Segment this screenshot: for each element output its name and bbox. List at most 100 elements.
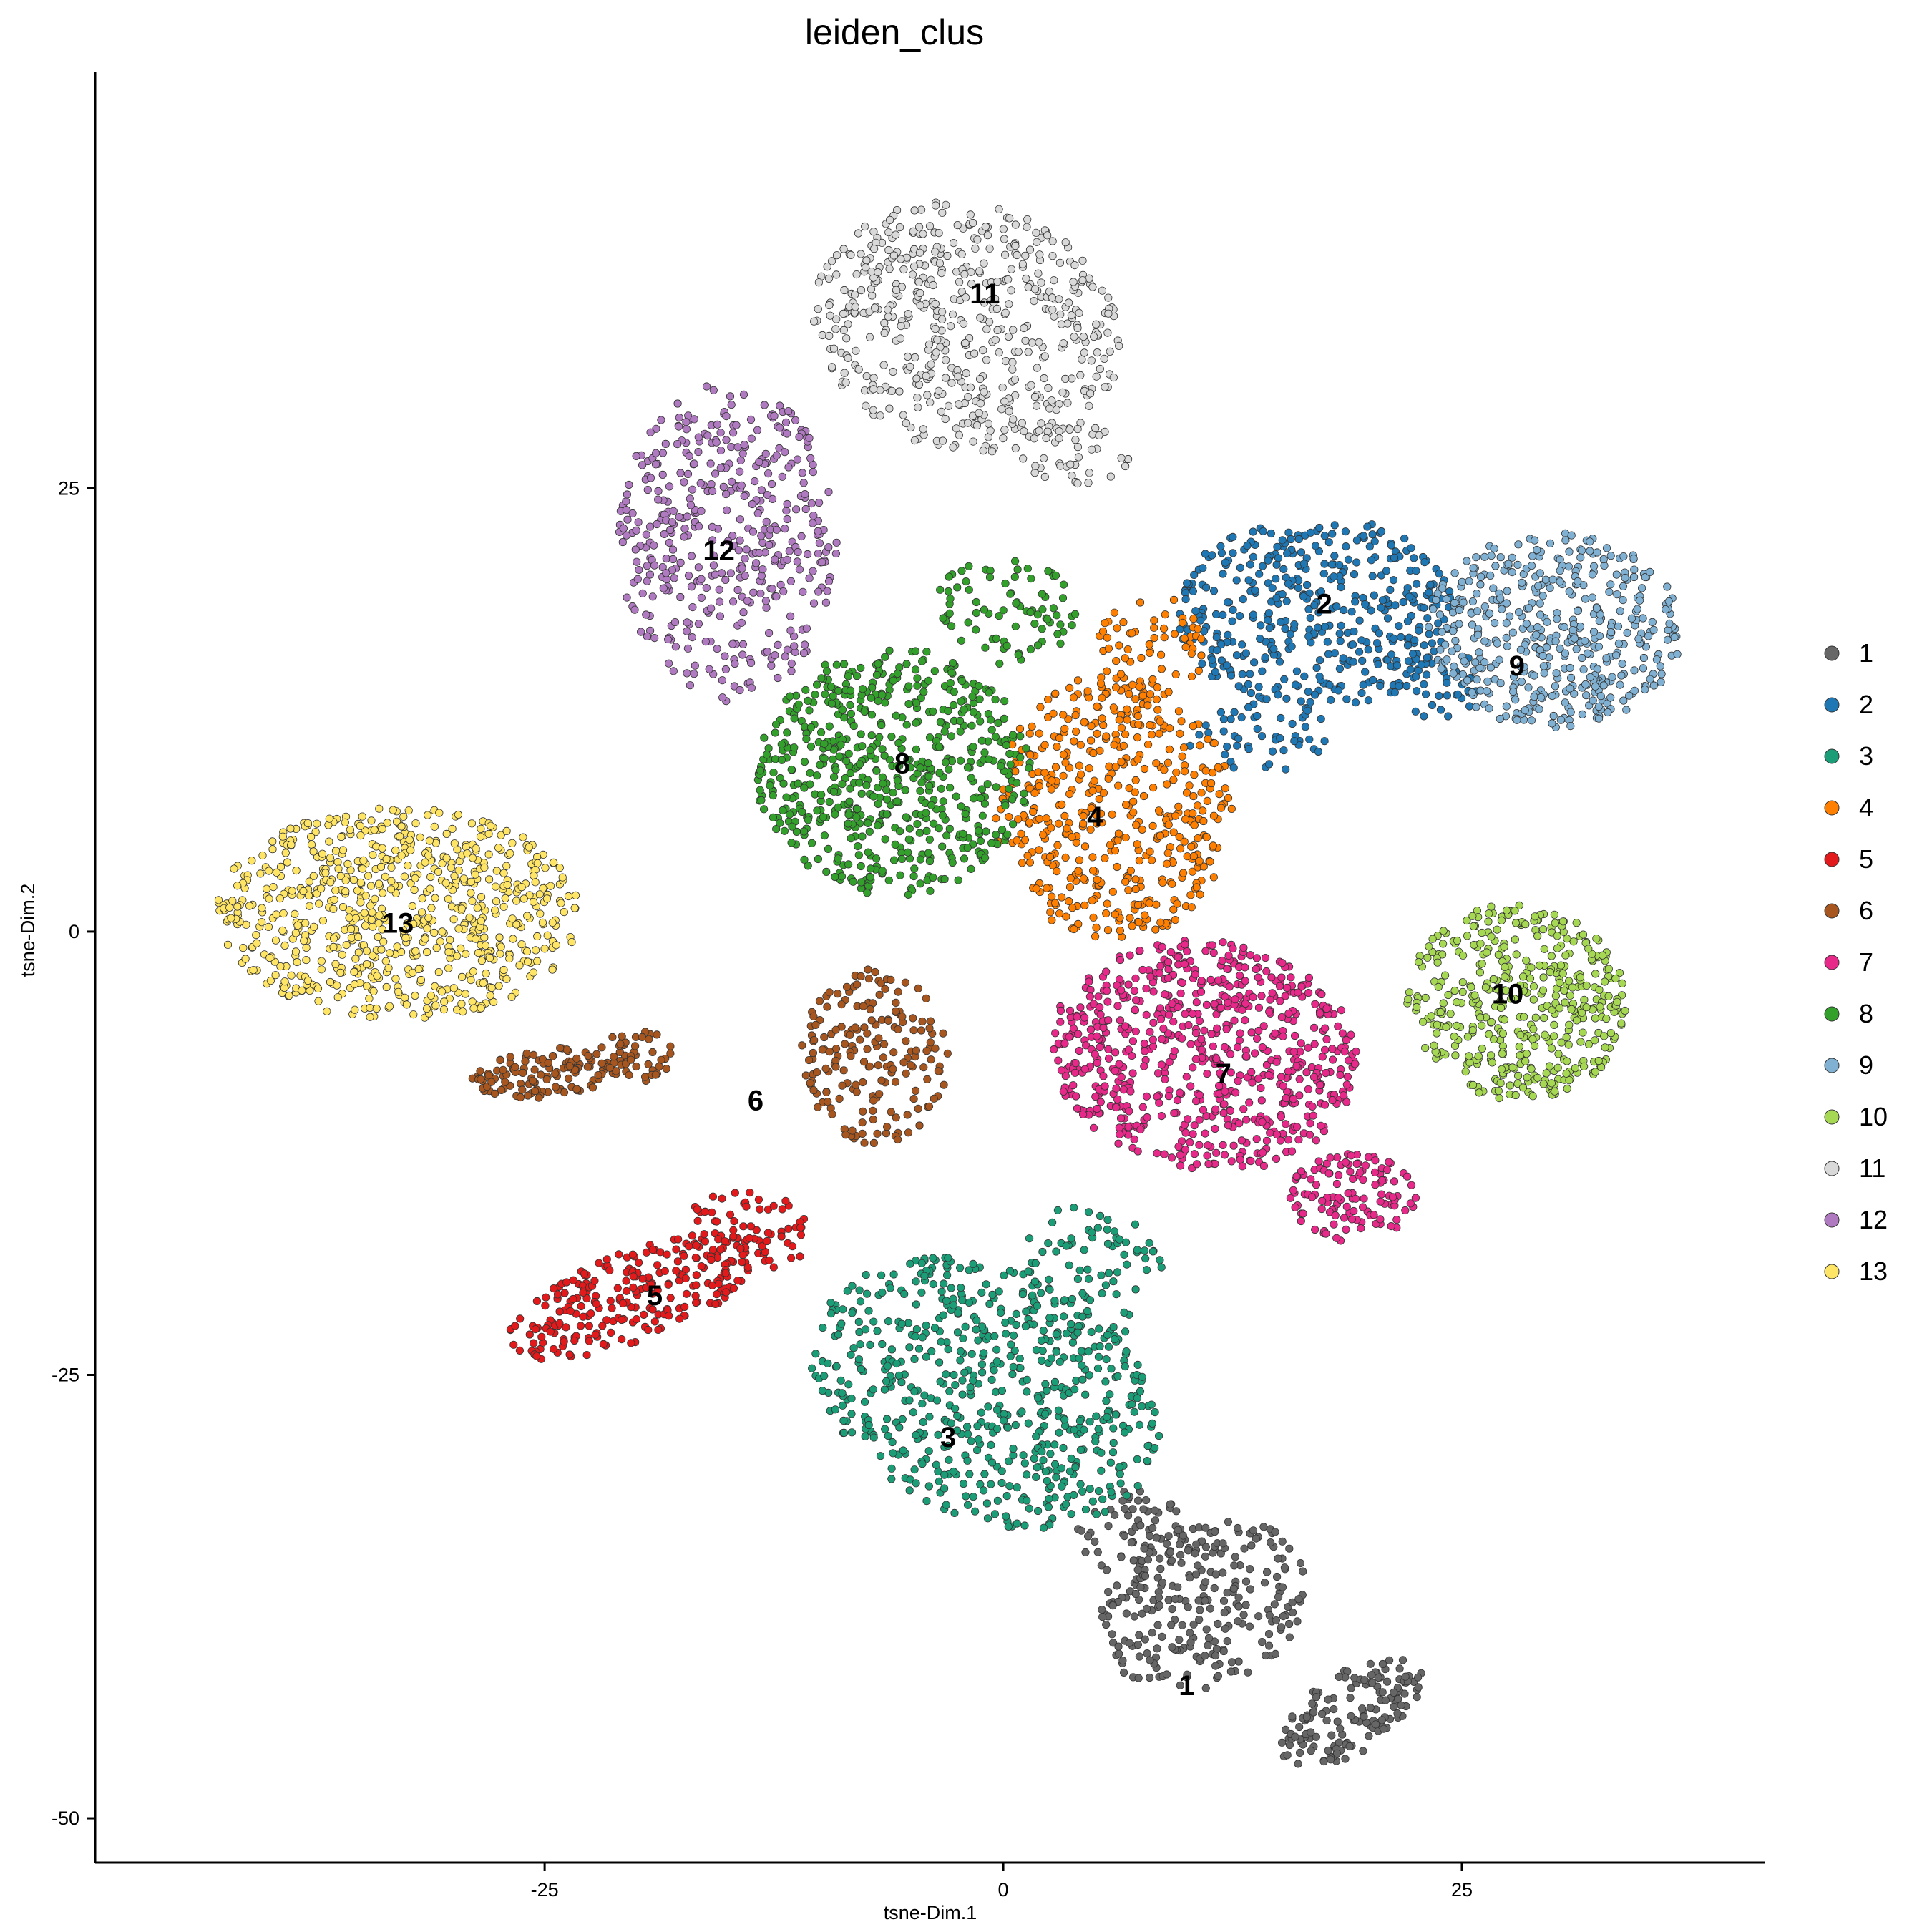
cluster-7-point — [1213, 1024, 1221, 1033]
cluster-8-point — [832, 660, 841, 669]
cluster-9-point — [1636, 596, 1644, 605]
cluster-9-point — [1503, 642, 1511, 650]
cluster-4-point — [1147, 731, 1156, 739]
cluster-8-point — [922, 826, 931, 836]
cluster-1-point — [1393, 1709, 1402, 1718]
cluster-7-point — [1333, 1153, 1342, 1162]
cluster-7-point — [1057, 1066, 1066, 1075]
cluster-3-point — [993, 1405, 1002, 1414]
cluster-8-point — [924, 849, 933, 857]
cluster-6-point — [511, 1063, 519, 1071]
cluster-2-point — [1249, 527, 1257, 536]
cluster-4-point — [1137, 653, 1146, 663]
cluster-2-point — [1201, 550, 1210, 558]
cluster-8-point — [948, 858, 957, 867]
cluster-7-point — [1191, 1029, 1201, 1038]
cluster-7-point — [1284, 1009, 1293, 1018]
cluster-3-point — [882, 1377, 891, 1386]
cluster-4-point — [1128, 629, 1136, 638]
cluster-1-point — [1104, 1522, 1113, 1531]
cluster-7-point — [1356, 1168, 1365, 1177]
cluster-8-point — [777, 756, 786, 764]
cluster-9-point — [1596, 692, 1605, 701]
cluster-5-point — [576, 1322, 585, 1330]
cluster-8-point — [987, 839, 996, 848]
cluster-8-point — [985, 755, 993, 763]
cluster-9-point — [1652, 655, 1661, 664]
cluster-8-point — [904, 835, 913, 844]
cluster-1-point — [1246, 1585, 1255, 1594]
cluster-2-point — [1238, 640, 1246, 649]
cluster-2-point — [1304, 605, 1313, 614]
cluster-7-point — [1304, 1085, 1312, 1093]
cluster-7-point — [1149, 1018, 1158, 1027]
cluster-9-point — [1460, 657, 1468, 665]
cluster-7-point — [1222, 1025, 1231, 1033]
cluster-7-point — [1207, 1030, 1216, 1038]
cluster-2-point — [1208, 551, 1216, 560]
cluster-7-point — [1360, 1194, 1368, 1203]
cluster-7-point — [1089, 1123, 1098, 1132]
cluster-8-point — [858, 832, 867, 841]
cluster-8-point — [976, 794, 985, 803]
cluster-2-point — [1287, 642, 1296, 651]
cluster-3-point — [959, 1480, 968, 1488]
cluster-8-point — [1053, 630, 1062, 638]
cluster-6-point — [801, 1071, 810, 1080]
cluster-1-point — [1131, 1589, 1140, 1599]
cluster-8-point — [884, 876, 893, 884]
cluster-9-point — [1664, 625, 1672, 635]
cluster-4-point — [1210, 739, 1219, 748]
cluster-1-point — [1366, 1703, 1375, 1712]
cluster-4-point — [1103, 926, 1113, 935]
cluster-9-point — [1530, 671, 1538, 680]
cluster-2-point — [1314, 608, 1323, 617]
cluster-7-point — [1156, 1015, 1166, 1023]
cluster-1-point — [1381, 1696, 1390, 1704]
cluster-6-point — [572, 1054, 581, 1063]
cluster-7-point — [1252, 1135, 1261, 1143]
cluster-1-point — [1307, 1747, 1315, 1755]
cluster-3-point — [942, 1501, 950, 1509]
cluster-2-point — [1190, 570, 1199, 580]
cluster-7-point — [1079, 1110, 1088, 1119]
cluster-3-point — [935, 1477, 943, 1485]
cluster-9-point — [1641, 685, 1649, 694]
cluster-7-point — [1342, 1225, 1350, 1234]
cluster-7-point — [1321, 1045, 1330, 1054]
cluster-8-point — [915, 829, 924, 837]
cluster-2-point — [1320, 560, 1329, 568]
cluster-8-point — [1006, 760, 1015, 769]
cluster-3-point — [1060, 1312, 1068, 1321]
cluster-8-point — [855, 779, 864, 787]
cluster-3-point — [993, 1425, 1002, 1433]
cluster-4-point — [1164, 688, 1173, 696]
cluster-3-point — [937, 1287, 946, 1296]
cluster-8-point — [819, 813, 828, 821]
cluster-3-point — [1062, 1500, 1070, 1508]
cluster-8-point — [944, 587, 953, 596]
cluster-3-point — [1002, 1512, 1010, 1521]
cluster-8-point — [1019, 797, 1028, 806]
cluster-6-point — [912, 1086, 920, 1096]
cluster-7-point — [1344, 1189, 1352, 1198]
cluster-6-point — [518, 1068, 527, 1078]
cluster-8-point — [846, 701, 854, 710]
cluster-6-point — [926, 1038, 935, 1047]
cluster-7-point — [1182, 1073, 1191, 1081]
cluster-7-point — [1287, 973, 1295, 982]
cluster-6-point — [666, 1042, 675, 1050]
cluster-7-point — [1170, 1047, 1179, 1055]
cluster-3-point — [1085, 1296, 1095, 1304]
cluster-7-point — [1099, 1072, 1108, 1080]
cluster-7-point — [1158, 942, 1166, 952]
cluster-1-point — [1211, 1652, 1220, 1660]
cluster-8-point — [837, 872, 847, 881]
cluster-3-point — [930, 1324, 940, 1332]
cluster-7-point — [1112, 1103, 1121, 1112]
cluster-4-point — [1173, 899, 1181, 908]
cluster-9-point — [1561, 698, 1569, 707]
cluster-7-point — [1318, 1196, 1327, 1206]
cluster-1-point — [1148, 1629, 1156, 1637]
cluster-9-point — [1657, 670, 1666, 678]
